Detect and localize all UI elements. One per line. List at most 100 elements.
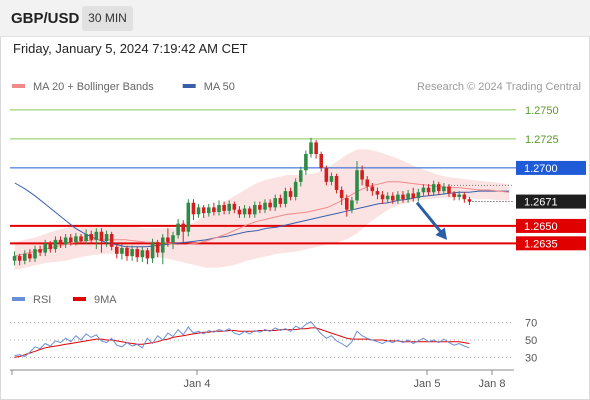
- candle-body: [329, 176, 334, 182]
- candle-body: [232, 203, 237, 210]
- candle-body: [334, 176, 339, 190]
- candle-body: [145, 250, 150, 259]
- candle-body: [48, 243, 53, 250]
- level-tag-1.2650: [516, 218, 586, 233]
- candle-body: [181, 223, 186, 232]
- candle-body: [135, 249, 140, 258]
- candle-body: [191, 202, 196, 215]
- candle-body: [38, 249, 42, 253]
- candle-body: [350, 200, 354, 210]
- candle-body: [130, 249, 134, 257]
- candle-body: [339, 189, 344, 199]
- candle-body: [283, 191, 288, 204]
- rsi-legend-swatch: [73, 297, 86, 301]
- candle-body: [176, 223, 180, 236]
- level-label-1.2700: 1.2700: [524, 163, 558, 175]
- candle-body: [222, 205, 226, 211]
- candle-body: [273, 198, 278, 208]
- x-tick-label: Jan 8: [479, 378, 506, 390]
- candle-body: [212, 207, 216, 212]
- candle-body: [324, 167, 329, 182]
- copyright-text: Research © 2024 Trading Central: [417, 81, 581, 93]
- candle-body: [375, 191, 380, 195]
- rsi-ma-line: [14, 327, 470, 358]
- candle-body: [396, 194, 400, 201]
- rsi-legend-label: RSI: [33, 294, 51, 306]
- candle-body: [79, 236, 83, 241]
- candle-body: [160, 237, 165, 253]
- candle-body: [120, 247, 124, 254]
- rsi-legend-label: 9MA: [94, 294, 117, 306]
- x-tick-label: Jan 5: [414, 378, 441, 390]
- candle-body: [360, 170, 364, 180]
- candle-body: [150, 242, 155, 259]
- rsi-line: [14, 321, 470, 358]
- level-label-1.2750: 1.2750: [525, 105, 559, 117]
- candle-body: [63, 237, 68, 245]
- candle-body: [467, 199, 472, 202]
- candle-body: [125, 247, 129, 257]
- candle-body: [452, 193, 456, 197]
- candle-body: [33, 249, 37, 259]
- candle-body: [411, 193, 416, 199]
- rsi-tick-70: 70: [525, 318, 537, 330]
- candle-body: [263, 202, 267, 210]
- candle-body: [380, 194, 385, 200]
- candle-body: [114, 246, 119, 254]
- candle-body: [99, 231, 104, 241]
- rsi-legend-swatch: [12, 297, 25, 301]
- level-label-1.2650: 1.2650: [524, 221, 558, 233]
- candle-body: [462, 194, 467, 200]
- candle-body: [74, 236, 78, 243]
- candle-body: [217, 205, 221, 212]
- x-tick-label: Jan 4: [184, 378, 211, 390]
- candle-body: [22, 253, 27, 261]
- timeframe-button[interactable]: 30 MIN: [82, 6, 133, 31]
- forecast-arrow-head: [435, 227, 447, 240]
- legend-label: MA 50: [204, 81, 235, 93]
- candle-body: [166, 237, 170, 243]
- legend-swatch: [182, 84, 196, 88]
- candle-body: [237, 209, 242, 215]
- candle-body: [28, 253, 32, 259]
- level-label-1.2725: 1.2725: [525, 134, 559, 146]
- candle-body: [12, 256, 17, 261]
- candle-body: [278, 198, 283, 204]
- candle-body: [84, 234, 88, 241]
- candle-body: [58, 239, 63, 245]
- candle-body: [293, 181, 298, 197]
- candle-body: [242, 208, 247, 215]
- candle-body: [252, 205, 257, 215]
- candle-body: [155, 242, 160, 253]
- candle-body: [447, 186, 451, 194]
- forecast-arrow-shaft: [415, 201, 446, 237]
- candle-body: [268, 202, 272, 208]
- candle-body: [227, 203, 232, 211]
- rsi-tick-30: 30: [525, 352, 537, 364]
- candle-body: [406, 193, 410, 200]
- candle-body: [186, 202, 191, 232]
- chart-header: GBP/USD 30 MIN: [0, 0, 590, 37]
- candle-body: [109, 234, 114, 247]
- candle-body: [43, 243, 48, 253]
- candle-body: [431, 184, 436, 193]
- candle-body: [196, 207, 201, 215]
- candle-body: [309, 142, 313, 154]
- last-price-tag: [516, 194, 586, 209]
- candle-body: [89, 234, 94, 240]
- candle-body: [298, 170, 303, 182]
- candle-body: [390, 195, 395, 201]
- candle-body: [53, 239, 58, 250]
- last-price-label: 1.2671: [524, 197, 558, 209]
- candle-body: [355, 170, 359, 201]
- candle-body: [344, 198, 349, 210]
- currency-pair: GBP/USD: [11, 10, 80, 27]
- candle-body: [140, 250, 145, 258]
- legend-swatch: [12, 84, 25, 88]
- candle-body: [17, 256, 22, 261]
- candle-body: [319, 154, 324, 168]
- level-tag-1.2635: [516, 236, 586, 251]
- candle-body: [94, 231, 99, 240]
- candle-body: [365, 179, 370, 187]
- chart-datetime: Friday, January 5, 2024 7:19:42 AM CET: [13, 41, 248, 56]
